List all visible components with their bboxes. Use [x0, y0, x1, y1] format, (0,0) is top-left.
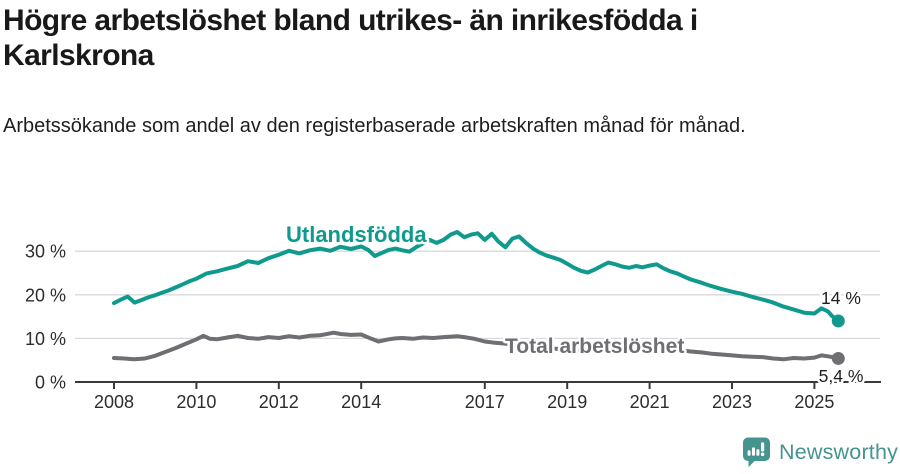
x-tick-label: 2008 [94, 392, 134, 412]
series-label: Total arbetslöshet [505, 335, 684, 358]
y-tick-label: 0 % [35, 373, 66, 393]
x-tick-label: 2023 [712, 392, 752, 412]
series-end-value-label: 5,4 % [819, 366, 864, 386]
series-end-dot [831, 314, 845, 328]
y-tick-label: 10 % [25, 329, 66, 349]
x-tick-label: 2019 [547, 392, 587, 412]
series-end-value-label: 14 % [821, 288, 861, 308]
x-tick-label: 2025 [794, 392, 834, 412]
newsworthy-wordmark: Newsworthy [779, 440, 899, 464]
series-end-dot [831, 351, 845, 365]
x-tick-label: 2010 [176, 392, 216, 412]
x-tick-label: 2012 [259, 392, 299, 412]
y-tick-label: 20 % [25, 285, 66, 305]
newsworthy-logo[interactable]: Newsworthy [742, 437, 898, 468]
y-tick-label: 30 % [25, 242, 66, 262]
x-tick-label: 2014 [341, 392, 381, 412]
chart-subtitle: Arbetssökande som andel av den registerb… [3, 115, 746, 137]
x-tick-label: 2017 [465, 392, 505, 412]
series-label: Utlandsfödda [286, 222, 427, 247]
newsworthy-speech-bubble-icon [743, 437, 770, 468]
x-tick-label: 2021 [630, 392, 670, 412]
series-line-utlandsfodda [112, 230, 841, 323]
chart-title: Högre arbetslöshet bland utrikes- än inr… [3, 4, 698, 72]
series-line-total [112, 330, 841, 362]
